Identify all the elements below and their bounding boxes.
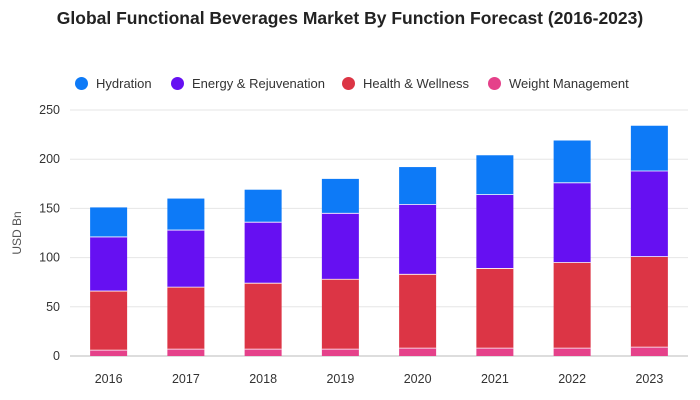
bar-segment — [476, 268, 514, 349]
legend-item[interactable]: Weight Management — [488, 72, 629, 94]
legend-swatch — [488, 76, 501, 90]
legend-label: Health & Wellness — [363, 75, 469, 91]
x-tick-label: 2018 — [249, 372, 277, 386]
bar-segment — [321, 279, 359, 350]
legend-label: Energy & Rejuvenation — [192, 75, 325, 91]
legend-swatch — [171, 76, 184, 90]
bar-segment — [399, 167, 437, 205]
x-tick-label: 2017 — [172, 372, 200, 386]
legend-swatch — [75, 76, 88, 90]
x-tick-label: 2019 — [326, 372, 354, 386]
x-tick-label: 2022 — [558, 372, 586, 386]
legend-item[interactable]: Energy & Rejuvenation — [171, 72, 325, 94]
chart-title: Global Functional Beverages Market By Fu… — [56, 8, 644, 28]
bar-segment — [167, 287, 205, 350]
bar-segment — [553, 140, 591, 183]
x-tick-label: 2016 — [95, 372, 123, 386]
bar-segment — [630, 256, 668, 348]
legend-label: Hydration — [96, 75, 152, 91]
y-tick-label: 200 — [39, 152, 60, 166]
x-tick-label: 2023 — [635, 372, 663, 386]
y-axis-label: USD Bn — [10, 211, 24, 254]
x-tick-label: 2020 — [404, 372, 432, 386]
y-tick-label: 150 — [39, 201, 60, 215]
legend-label: Weight Management — [509, 75, 629, 91]
bar-segment — [399, 204, 437, 275]
legend: Hydration Energy & Rejuvenation Health & W… — [0, 72, 700, 94]
bar-segment — [399, 274, 437, 349]
bar-segment — [630, 347, 668, 356]
bar-segment — [244, 283, 282, 350]
bar-segment — [553, 182, 591, 263]
bar-segment — [476, 194, 514, 269]
legend-item[interactable]: Health & Wellness — [342, 72, 469, 94]
y-tick-label: 250 — [39, 103, 60, 117]
bar-segment — [90, 350, 128, 356]
bar-segment — [630, 125, 668, 172]
bar-segment — [321, 349, 359, 356]
bar-segment — [244, 189, 282, 223]
bar-segment — [553, 348, 591, 356]
bar-segment — [90, 207, 128, 237]
bar-segment — [476, 155, 514, 195]
y-tick-label: 0 — [53, 349, 60, 363]
bar-segment — [321, 213, 359, 280]
bar-segment — [244, 349, 282, 356]
bar-segment — [321, 178, 359, 214]
bar-segment — [399, 348, 437, 356]
bar-segment — [167, 349, 205, 356]
y-tick-label: 100 — [39, 251, 60, 265]
bar-segment — [476, 348, 514, 356]
legend-item[interactable]: Hydration — [75, 72, 152, 94]
y-tick-label: 50 — [46, 300, 60, 314]
x-tick-label: 2021 — [481, 372, 509, 386]
bar-segment — [90, 291, 128, 351]
bar-segment — [244, 222, 282, 284]
bar-segment — [553, 262, 591, 349]
bar-segment — [167, 230, 205, 288]
bar-segment — [90, 236, 128, 292]
bar-segment — [630, 171, 668, 257]
legend-swatch — [342, 76, 355, 90]
bar-segment — [167, 198, 205, 231]
